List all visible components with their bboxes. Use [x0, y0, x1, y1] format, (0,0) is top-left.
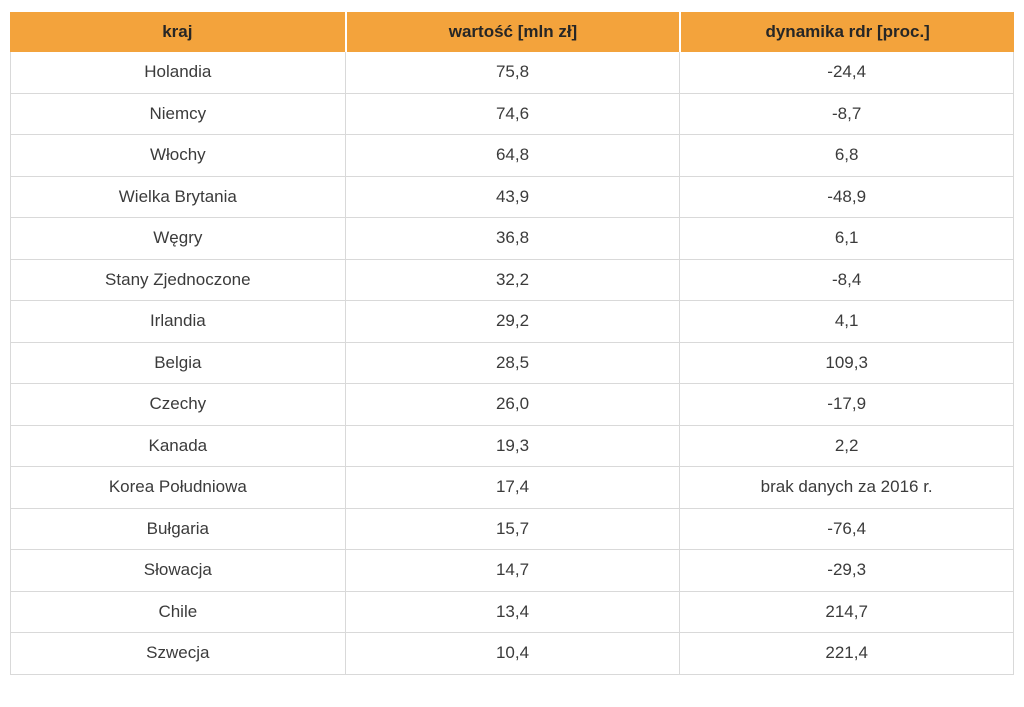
cell-country: Bułgaria — [10, 508, 345, 550]
cell-dynamics: -76,4 — [679, 508, 1014, 550]
table-row: Słowacja 14,7 -29,3 — [10, 550, 1014, 592]
cell-dynamics: brak danych za 2016 r. — [679, 467, 1014, 509]
table-row: Szwecja 10,4 221,4 — [10, 633, 1014, 675]
cell-dynamics: 2,2 — [679, 425, 1014, 467]
cell-value: 64,8 — [344, 135, 680, 177]
cell-value: 32,2 — [344, 259, 680, 301]
country-value-table-container: kraj wartość [mln zł] dynamika rdr [proc… — [10, 12, 1014, 675]
cell-dynamics: 221,4 — [679, 633, 1014, 675]
table-body: Holandia 75,8 -24,4 Niemcy 74,6 -8,7 Wło… — [10, 52, 1014, 675]
cell-country: Stany Zjednoczone — [10, 259, 345, 301]
country-value-table: kraj wartość [mln zł] dynamika rdr [proc… — [10, 12, 1014, 675]
cell-dynamics: 109,3 — [679, 342, 1014, 384]
cell-dynamics: 4,1 — [679, 301, 1014, 343]
table-row: Kanada 19,3 2,2 — [10, 425, 1014, 467]
cell-country: Korea Południowa — [10, 467, 345, 509]
cell-value: 28,5 — [344, 342, 680, 384]
cell-value: 74,6 — [344, 93, 680, 135]
cell-country: Węgry — [10, 218, 345, 260]
table-row: Holandia 75,8 -24,4 — [10, 52, 1014, 94]
cell-dynamics: 6,1 — [679, 218, 1014, 260]
cell-value: 43,9 — [344, 176, 680, 218]
cell-value: 15,7 — [344, 508, 680, 550]
table-row: Korea Południowa 17,4 brak danych za 201… — [10, 467, 1014, 509]
cell-value: 17,4 — [344, 467, 680, 509]
cell-country: Wielka Brytania — [10, 176, 345, 218]
cell-value: 19,3 — [344, 425, 680, 467]
table-row: Chile 13,4 214,7 — [10, 591, 1014, 633]
table-row: Niemcy 74,6 -8,7 — [10, 93, 1014, 135]
cell-dynamics: -29,3 — [679, 550, 1014, 592]
cell-value: 75,8 — [344, 52, 680, 94]
cell-value: 10,4 — [344, 633, 680, 675]
table-row: Belgia 28,5 109,3 — [10, 342, 1014, 384]
cell-dynamics: -8,7 — [679, 93, 1014, 135]
table-row: Bułgaria 15,7 -76,4 — [10, 508, 1014, 550]
cell-dynamics: 6,8 — [679, 135, 1014, 177]
table-row: Irlandia 29,2 4,1 — [10, 301, 1014, 343]
column-header-kraj: kraj — [10, 12, 345, 52]
table-row: Włochy 64,8 6,8 — [10, 135, 1014, 177]
table-row: Wielka Brytania 43,9 -48,9 — [10, 176, 1014, 218]
cell-value: 13,4 — [344, 591, 680, 633]
table-row: Węgry 36,8 6,1 — [10, 218, 1014, 260]
cell-value: 14,7 — [344, 550, 680, 592]
cell-value: 26,0 — [344, 384, 680, 426]
cell-value: 36,8 — [344, 218, 680, 260]
table-row: Stany Zjednoczone 32,2 -8,4 — [10, 259, 1014, 301]
column-header-wartosc: wartość [mln zł] — [344, 12, 680, 52]
cell-country: Kanada — [10, 425, 345, 467]
cell-country: Szwecja — [10, 633, 345, 675]
cell-dynamics: 214,7 — [679, 591, 1014, 633]
cell-value: 29,2 — [344, 301, 680, 343]
cell-country: Niemcy — [10, 93, 345, 135]
table-row: Czechy 26,0 -17,9 — [10, 384, 1014, 426]
cell-dynamics: -17,9 — [679, 384, 1014, 426]
cell-country: Irlandia — [10, 301, 345, 343]
table-header: kraj wartość [mln zł] dynamika rdr [proc… — [10, 12, 1014, 52]
cell-country: Holandia — [10, 52, 345, 94]
cell-country: Słowacja — [10, 550, 345, 592]
cell-dynamics: -48,9 — [679, 176, 1014, 218]
cell-country: Belgia — [10, 342, 345, 384]
cell-dynamics: -8,4 — [679, 259, 1014, 301]
cell-dynamics: -24,4 — [679, 52, 1014, 94]
column-header-dynamika: dynamika rdr [proc.] — [679, 12, 1014, 52]
cell-country: Czechy — [10, 384, 345, 426]
header-row: kraj wartość [mln zł] dynamika rdr [proc… — [10, 12, 1014, 52]
cell-country: Włochy — [10, 135, 345, 177]
cell-country: Chile — [10, 591, 345, 633]
